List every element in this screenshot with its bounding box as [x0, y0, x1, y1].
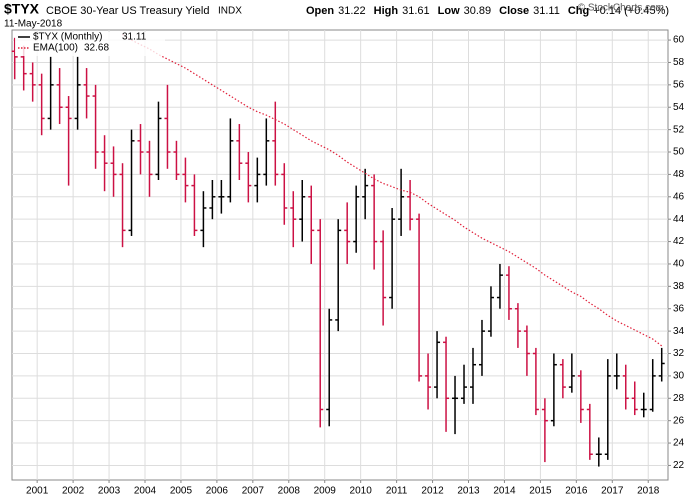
bars	[11, 33, 665, 467]
x-tick-label: 2009	[314, 486, 337, 497]
y-tick-label: 52	[673, 124, 685, 135]
x-tick-label: 2003	[98, 486, 121, 497]
quote-label: Low	[438, 5, 460, 17]
y-tick-label: 56	[673, 79, 685, 90]
x-tick-label: 2018	[637, 486, 660, 497]
exchange: INDX	[218, 6, 242, 17]
x-tick-label: 2017	[601, 486, 624, 497]
y-tick-label: 58	[673, 57, 685, 68]
grid: 22 24 26 28 30 32 34 36 38 40 42 44 46 48 50 52 54 56 58 60…	[12, 30, 685, 497]
y-tick-label: 22	[673, 460, 685, 471]
y-tick-label: 54	[673, 102, 685, 113]
y-tick-label: 42	[673, 236, 685, 247]
y-tick-label: 36	[673, 303, 685, 314]
quote-label: Close	[499, 5, 529, 17]
x-tick-label: 2001	[26, 486, 49, 497]
legend-label: $TYX (Monthly)	[33, 32, 102, 43]
x-tick-label: 2015	[529, 486, 552, 497]
y-tick-label: 44	[673, 214, 685, 225]
y-tick-label: 32	[673, 348, 685, 359]
x-tick-label: 2005	[170, 486, 193, 497]
quote-label: Open	[306, 5, 334, 17]
x-tick-label: 2010	[350, 486, 373, 497]
legend-label: EMA(100)	[33, 43, 78, 54]
y-tick-label: 24	[673, 438, 685, 449]
x-tick-label: 2004	[134, 486, 157, 497]
quote-value: 30.89	[464, 5, 492, 17]
date: 11-May-2018	[4, 19, 63, 30]
quote-label: Chg	[568, 5, 589, 17]
y-tick-label: 38	[673, 281, 685, 292]
y-tick-label: 34	[673, 326, 685, 337]
ema-line	[122, 33, 663, 347]
y-tick-label: 60	[673, 35, 685, 46]
legend-value: 31.11	[122, 32, 147, 43]
y-tick-label: 46	[673, 191, 685, 202]
y-tick-label: 26	[673, 415, 685, 426]
chart-subtitle: CBOE 30-Year US Treasury Yield	[46, 5, 209, 17]
quote-value: 31.22	[338, 5, 366, 17]
legend: $TYX (Monthly) 31.11 EMA(100) 32.68	[15, 32, 165, 56]
x-tick-label: 2014	[493, 486, 516, 497]
x-tick-label: 2006	[206, 486, 229, 497]
x-tick-label: 2016	[565, 486, 588, 497]
y-tick-label: 28	[673, 393, 685, 404]
quote: Open 31.22 High 31.61 Low 30.89 Close 31.11 Chg +…	[306, 5, 669, 17]
quote-value: 31.61	[402, 5, 430, 17]
chart-title: $TYX	[4, 1, 40, 17]
y-tick-label: 40	[673, 259, 685, 270]
watermark: © StockCharts.com	[578, 3, 664, 14]
x-tick-label: 2007	[242, 486, 265, 497]
x-tick-label: 2002	[62, 486, 85, 497]
x-tick-label: 2013	[457, 486, 480, 497]
y-tick-label: 50	[673, 147, 685, 158]
legend-value: 32.68	[84, 43, 109, 54]
quote-value: 31.11	[533, 5, 560, 17]
quote-value: +0.14 (+0.45%)	[593, 5, 669, 17]
legend-box	[15, 32, 165, 56]
x-tick-label: 2008	[278, 486, 301, 497]
x-tick-label: 2011	[386, 486, 408, 497]
quote-label: High	[374, 5, 399, 17]
x-tick-label: 2012	[421, 486, 444, 497]
plot-area	[11, 29, 669, 481]
y-tick-label: 30	[673, 371, 685, 382]
y-tick-label: 48	[673, 169, 685, 180]
